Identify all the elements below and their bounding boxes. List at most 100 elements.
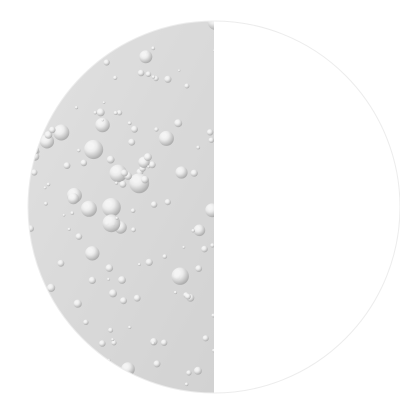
water-droplet: [81, 201, 97, 217]
droplet-highlight: [90, 278, 92, 280]
water-droplet: [195, 265, 202, 272]
water-droplet: [196, 146, 200, 150]
droplet-highlight: [52, 80, 53, 81]
droplet-highlight: [163, 255, 164, 256]
droplet-highlight: [65, 163, 67, 165]
water-droplet: [68, 193, 79, 204]
water-droplet: [76, 60, 88, 72]
water-droplet: [53, 125, 69, 141]
droplet-highlight: [113, 376, 114, 377]
droplet-highlight: [59, 261, 61, 263]
droplet-highlight: [132, 127, 134, 129]
water-droplet: [128, 139, 135, 146]
droplet-highlight: [68, 228, 69, 229]
droplet-highlight: [121, 298, 123, 300]
water-droplet: [113, 76, 117, 80]
water-droplet: [147, 165, 150, 168]
water-droplet: [77, 384, 87, 394]
droplet-highlight: [75, 107, 76, 108]
droplet-highlight: [178, 70, 179, 71]
droplet-highlight: [78, 149, 79, 150]
droplet-highlight: [132, 209, 133, 210]
water-droplet: [141, 176, 149, 184]
droplet-highlight: [143, 177, 145, 179]
droplet-highlight: [129, 122, 130, 123]
droplet-highlight: [94, 112, 95, 113]
water-droplet: [90, 57, 93, 60]
droplet-highlight: [152, 47, 153, 48]
droplet-highlight: [79, 386, 82, 389]
water-droplet: [75, 360, 83, 368]
droplet-highlight: [98, 110, 100, 112]
droplet-highlight: [50, 128, 52, 130]
water-droplet: [94, 111, 97, 114]
droplet-highlight: [90, 58, 91, 59]
droplet-highlight: [68, 368, 69, 369]
water-droplet: [185, 383, 189, 387]
water-droplet: [152, 342, 155, 345]
droplet-highlight: [197, 266, 199, 268]
water-droplet: [89, 277, 96, 284]
water-droplet: [75, 106, 78, 109]
water-droplet: [120, 181, 127, 188]
droplet-highlight: [75, 301, 77, 303]
droplet-highlight: [102, 119, 103, 120]
droplet-highlight: [120, 278, 122, 280]
droplet-highlight: [166, 77, 168, 79]
water-droplet: [64, 162, 71, 169]
water-droplet: [33, 112, 39, 118]
droplet-highlight: [48, 312, 49, 313]
water-droplet: [101, 119, 103, 121]
water-droplet: [147, 17, 159, 29]
water-droplet: [192, 229, 195, 232]
droplet-highlight: [77, 235, 79, 237]
water-droplet: [114, 111, 118, 115]
water-droplet: [44, 186, 47, 189]
water-droplet: [55, 34, 63, 42]
droplet-highlight: [197, 146, 198, 147]
droplet-highlight: [145, 155, 147, 157]
water-droplet: [138, 70, 145, 77]
droplet-highlight: [24, 199, 25, 200]
droplet-highlight: [51, 102, 52, 103]
droplet-highlight: [154, 19, 156, 21]
water-droplet: [104, 59, 110, 65]
droplet-highlight: [152, 203, 154, 205]
droplet-highlight: [140, 159, 143, 162]
water-droplet: [24, 199, 26, 201]
droplet-highlight: [46, 330, 48, 332]
water-droplet: [120, 297, 127, 304]
droplet-highlight: [150, 163, 152, 165]
water-droplet: [107, 278, 110, 281]
water-droplet: [24, 380, 28, 384]
droplet-highlight: [138, 264, 139, 265]
droplet-highlight: [213, 350, 214, 351]
water-droplet: [186, 370, 191, 375]
droplet-highlight: [43, 98, 44, 99]
droplet-highlight: [155, 128, 156, 129]
droplet-highlight: [124, 365, 128, 369]
white-half: [214, 0, 400, 400]
water-droplet: [174, 291, 177, 294]
water-droplet: [165, 199, 171, 205]
water-droplet: [131, 227, 136, 232]
droplet-highlight: [40, 72, 41, 73]
water-droplet: [184, 84, 189, 89]
water-droplet: [42, 97, 45, 100]
droplet-highlight: [212, 314, 213, 315]
water-droplet: [49, 127, 56, 134]
droplet-highlight: [210, 139, 212, 141]
droplet-highlight: [175, 271, 180, 276]
droplet-highlight: [84, 321, 86, 323]
water-droplet: [95, 357, 103, 365]
droplet-highlight: [114, 77, 115, 78]
water-droplet: [112, 375, 117, 380]
water-droplet: [201, 246, 208, 253]
droplet-highlight: [55, 18, 57, 20]
water-droplet: [194, 225, 206, 237]
water-droplet: [131, 208, 136, 213]
water-droplet: [164, 76, 171, 83]
droplet-highlight: [100, 342, 102, 344]
droplet-highlight: [113, 168, 118, 173]
